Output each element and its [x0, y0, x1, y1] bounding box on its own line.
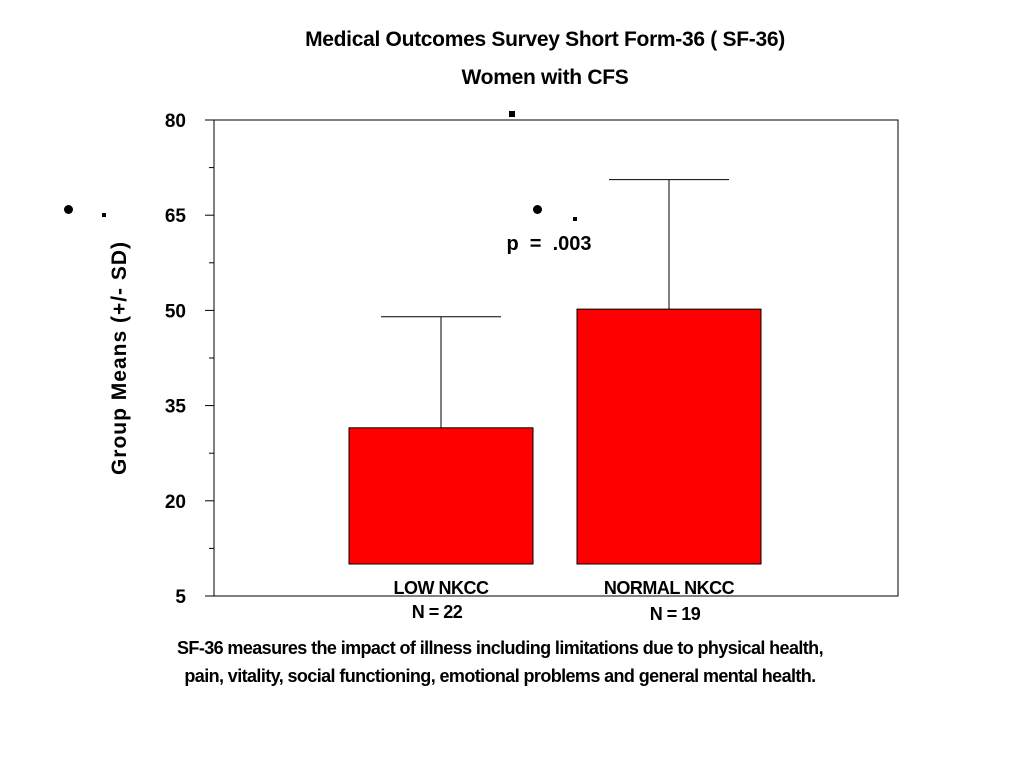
- caption-line-2: pain, vitality, social functioning, emot…: [184, 666, 816, 686]
- y-tick-label: 80: [165, 111, 186, 132]
- bullet-marker-left: [64, 205, 73, 214]
- x-category-n-label: N = 19: [650, 604, 701, 624]
- bars-group: [348, 179, 762, 565]
- y-tick-label: 65: [165, 206, 187, 227]
- chart-subtitle: Women with CFS: [461, 66, 629, 89]
- y-tick-label: 50: [165, 301, 186, 322]
- plot-frame: [213, 119, 899, 597]
- dot-marker-yaxis: [102, 213, 106, 217]
- dot-marker-top: [509, 111, 515, 117]
- dot-marker-annotation: [573, 217, 577, 221]
- y-tick-label: 5: [175, 587, 186, 608]
- caption-line-1: SF-36 measures the impact of illness inc…: [177, 638, 824, 658]
- x-category-label: LOW NKCC: [394, 578, 489, 598]
- bullet-marker-center: [533, 205, 542, 214]
- p-value-annotation: p = .003: [506, 233, 591, 255]
- y-tick-label: 20: [165, 492, 186, 513]
- y-axis-title: Group Means (+/- SD): [108, 241, 131, 475]
- y-axis-ticks: 5 20 35 50 65 80: [165, 111, 214, 608]
- y-tick-label: 35: [165, 397, 187, 418]
- x-axis-labels: LOW NKCC N = 22 NORMAL NKCC N = 19: [394, 578, 736, 624]
- x-category-label: NORMAL NKCC: [604, 578, 735, 598]
- bar-normal-nkcc: [576, 308, 762, 565]
- x-category-n-label: N = 22: [412, 602, 463, 622]
- bar-low-nkcc: [348, 427, 534, 565]
- chart-title: Medical Outcomes Survey Short Form-36 ( …: [305, 28, 785, 51]
